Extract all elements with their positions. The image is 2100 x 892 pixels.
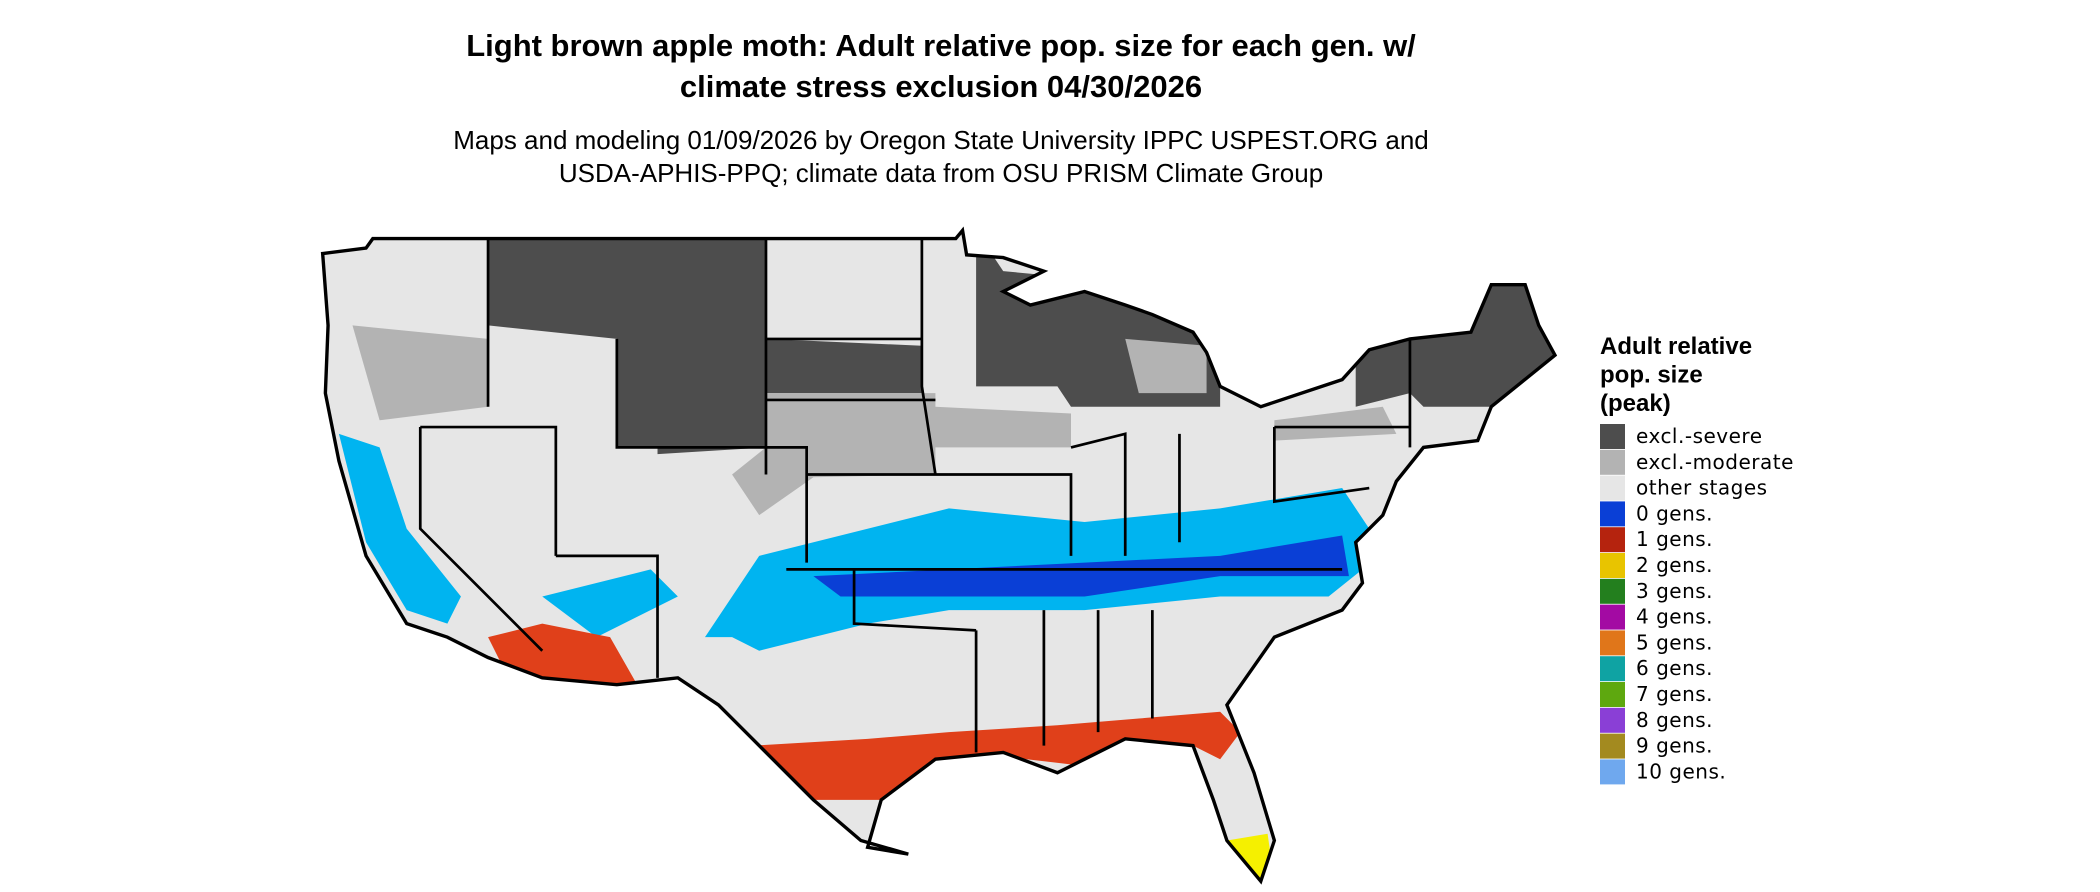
legend-label: 10 gens. <box>1636 759 1726 783</box>
legend-swatch <box>1600 553 1625 578</box>
legend-swatch <box>1600 682 1625 707</box>
legend-label: 5 gens. <box>1636 630 1713 654</box>
legend-swatch <box>1600 759 1625 785</box>
zero-gens-light-region <box>338 433 678 638</box>
legend-label: 6 gens. <box>1636 656 1713 680</box>
legend-swatch <box>1600 707 1625 733</box>
title: Light brown apple moth: Adult relative p… <box>466 28 1416 63</box>
legend-label: 3 gens. <box>1636 579 1713 603</box>
legend-label: 1 gens. <box>1636 527 1713 551</box>
excl-moderate-region <box>352 325 1397 516</box>
title: climate stress exclusion 04/30/2026 <box>680 69 1202 104</box>
legend-swatch <box>1600 656 1625 682</box>
legend-swatch <box>1600 578 1625 604</box>
state-borders <box>418 238 1412 753</box>
legend-swatch <box>1600 475 1625 501</box>
legend-label: excl.-moderate <box>1636 450 1794 474</box>
us-map <box>320 228 1557 883</box>
legend-swatch <box>1600 449 1625 475</box>
legend-label: 2 gens. <box>1636 553 1713 577</box>
one-gens-region <box>488 623 1241 800</box>
legend-title: pop. size <box>1600 362 1703 389</box>
subtitle: Maps and modeling 01/09/2026 by Oregon S… <box>453 125 1429 155</box>
legend-label: 8 gens. <box>1636 708 1713 732</box>
legend-label: 4 gens. <box>1636 605 1713 629</box>
legend-label: 7 gens. <box>1636 682 1713 706</box>
legend-title: (peak) <box>1600 390 1671 417</box>
legend-label: other stages <box>1636 476 1768 500</box>
legend-label: 9 gens. <box>1636 734 1713 758</box>
subtitle: USDA-APHIS-PPQ; climate data from OSU PR… <box>559 158 1323 188</box>
legend-swatch <box>1600 424 1625 449</box>
legend-swatch <box>1600 501 1625 527</box>
legend-swatch <box>1600 630 1625 656</box>
legend-title: Adult relative <box>1600 333 1752 360</box>
legend-swatch <box>1600 733 1625 759</box>
zero-gens-region <box>813 535 1349 597</box>
legend-label: 0 gens. <box>1636 501 1713 525</box>
legend-label: excl.-severe <box>1636 424 1763 448</box>
legend-swatch <box>1600 527 1625 553</box>
legend-swatch <box>1600 604 1625 630</box>
